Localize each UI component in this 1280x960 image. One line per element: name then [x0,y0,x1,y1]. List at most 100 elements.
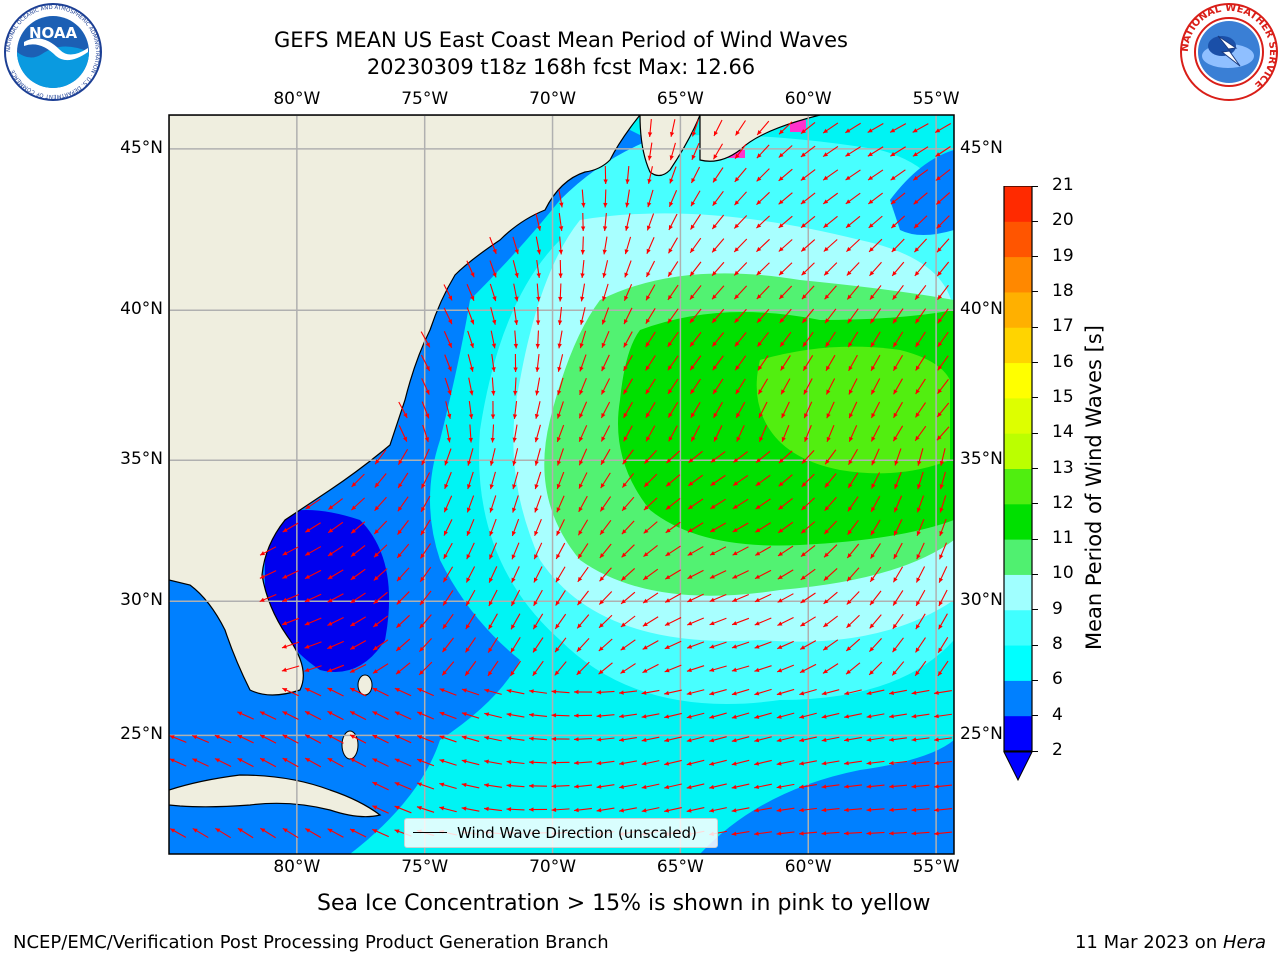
wave-direction-arrowhead [866,831,872,836]
colorbar-segment [1004,715,1032,752]
wave-direction-arrowhead [259,711,265,716]
wave-direction-arrowhead [534,554,539,560]
wave-direction-arrowhead [710,481,716,486]
wave-direction-arrowhead [305,828,311,833]
wave-direction-arrowhead [305,551,311,556]
wave-direction-arrowhead [488,624,493,630]
wave-direction-arrowhead [237,758,243,763]
wave-direction-arrowhead [647,178,652,184]
wave-direction-arrowhead [892,294,898,300]
wave-direction-arrowhead [776,691,782,696]
wave-direction-arrowhead [512,460,517,466]
wave-direction-arrowhead [350,758,356,763]
wave-direction-arrowhead [689,294,695,300]
wave-direction-arrowhead [732,597,738,602]
wave-direction-arrowhead [625,179,630,184]
wave-direction-arrowhead [510,647,515,653]
colorbar-segment [1004,362,1032,399]
wave-direction-arrowhead [600,483,605,489]
wave-direction-arrowhead [601,342,606,348]
wave-direction-arrowhead [732,621,738,626]
wave-direction-arrowhead [778,223,784,228]
colorbar-tick-mark [1032,538,1038,540]
wave-direction-arrowhead [801,294,807,300]
wave-direction-arrowhead [327,688,333,692]
wave-direction-arrowhead [646,225,652,231]
chart-subtitle: 20230309 t18z 168h fcst Max: 12.66 [366,55,756,79]
wave-direction-arrowhead [871,389,876,395]
wave-direction-arrowhead [821,784,827,789]
wave-direction-arrowhead [915,389,920,395]
wave-direction-arrowhead [889,714,894,719]
wave-direction-arrowhead [350,645,356,650]
wave-direction-arrowhead [690,271,695,277]
wave-direction-arrowhead [754,621,760,626]
wave-direction-arrowhead [687,528,693,533]
wave-direction-arrowhead [734,317,740,323]
wave-direction-arrowhead [754,691,760,696]
wave-direction-arrowhead [731,714,737,719]
wave-direction-arrowhead [848,342,853,348]
wave-direction-arrowhead [731,738,737,743]
wave-direction-arrowhead [890,199,896,205]
wave-direction-arrowhead [801,223,806,228]
wave-direction-arrowhead [557,366,562,372]
wave-direction-arrowhead [579,483,583,489]
wave-direction-arrowhead [424,437,429,443]
wave-direction-arrowhead [712,247,717,253]
wave-direction-arrowhead [893,342,898,348]
wave-direction-arrowhead [754,831,759,836]
wave-direction-arrowhead [893,436,898,442]
wave-direction-arrowhead [169,735,175,740]
wave-direction-arrowhead [327,734,333,739]
wave-direction-arrowhead [327,551,333,556]
wave-direction-arrowhead [709,714,715,719]
wave-direction-arrowhead [799,714,805,719]
wave-direction-arrowhead [913,175,919,181]
wave-direction-arrowhead [556,460,562,466]
wave-direction-arrowhead [558,296,563,302]
wave-direction-arrowhead [580,249,586,255]
lon-tick-top: 70°W [529,89,577,109]
wave-direction-arrowhead [619,784,624,789]
wave-direction-arrowhead [937,341,943,347]
wave-direction-arrowhead [911,784,917,789]
wave-direction-arrowhead [665,528,671,533]
colorbar-tick-label: 4 [1052,704,1063,725]
wave-direction-arrowhead [215,828,221,833]
wave-direction-arrowhead [848,389,853,395]
wave-direction-arrowhead [447,342,452,348]
wave-direction-arrowhead [417,688,423,693]
wave-direction-arrowhead [937,271,942,276]
wave-direction-arrowhead [442,670,447,676]
wave-direction-arrowhead [781,436,786,442]
wave-direction-arrowhead [667,341,673,347]
wave-direction-arrowhead [417,782,422,787]
wave-direction-arrowhead [937,365,943,371]
wave-direction-arrowhead [425,413,430,419]
wave-direction-arrowhead [512,437,517,443]
wave-direction-arrowhead [690,224,695,230]
wave-direction-arrowhead [443,577,448,583]
wave-direction-arrowhead [778,458,784,464]
wave-direction-arrowhead [624,272,629,278]
wave-direction-arrowhead [800,622,806,627]
wave-direction-arrowhead [916,554,921,560]
wave-direction-arrowhead [596,784,602,789]
wave-direction-arrowhead [529,783,534,789]
wave-direction-arrowhead [394,758,400,763]
wave-direction-arrowhead [866,690,872,696]
wave-direction-arrowhead [937,412,942,417]
wave-direction-arrowhead [686,738,692,743]
wave-direction-arrowhead [534,484,539,490]
wave-direction-arrowhead [237,711,243,716]
colorbar-segment [1004,645,1032,681]
wave-direction-arrowhead [214,735,220,740]
wave-direction-arrowhead [557,390,562,396]
wave-direction-arrowhead [621,599,626,604]
wave-direction-arrowhead [915,624,921,630]
wave-direction-arrowhead [425,366,430,372]
wave-direction-arrowhead [938,601,943,607]
wave-direction-arrowhead [688,504,694,510]
legend-label: Wind Wave Direction (unscaled) [457,824,697,842]
